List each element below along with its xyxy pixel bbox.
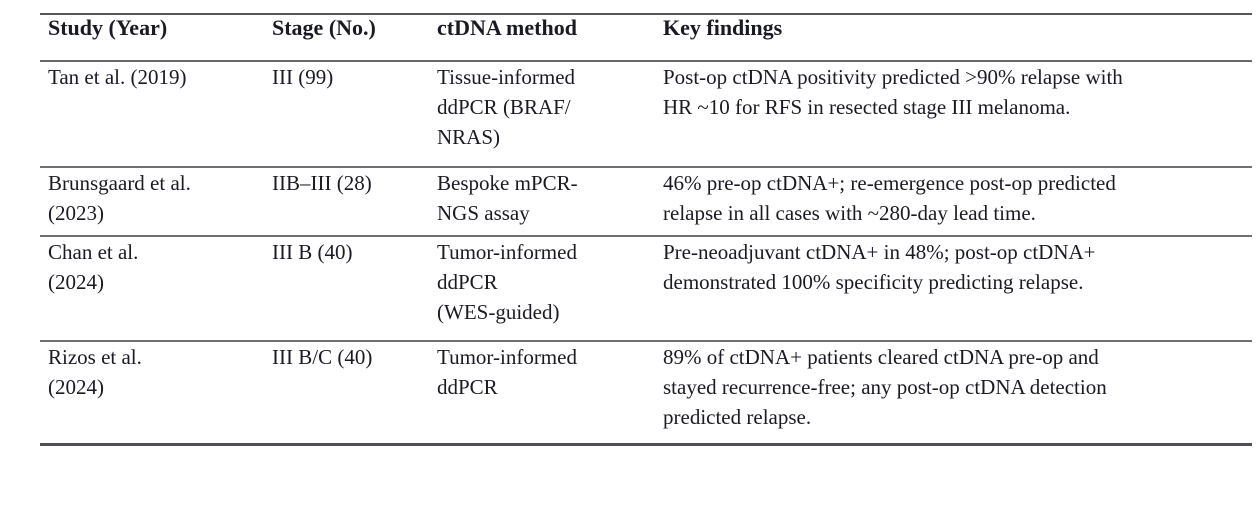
cell-method: Tumor-informed ddPCR [437,345,577,399]
column-header-stage-no: Stage (No.) [264,14,429,62]
cell-study: Chan et al. (2024) [40,236,264,342]
column-header-study-year: Study (Year) [40,14,264,62]
cell-findings: 46% pre-op ctDNA+; re-emergence post-op … [655,167,1252,237]
cell-study: Brunsgaard et al. (2023) [40,167,264,237]
table-row: Tan et al. (2019) III (99) Tissue-inform… [40,61,1252,168]
table-row: Rizos et al. (2024) III B/C (40) Tumor-i… [40,341,1252,445]
column-header-key-findings: Key findings [655,14,1252,62]
cell-stage: III (99) [264,61,429,168]
cell-study: Tan et al. (2019) [40,61,264,168]
table-row: Brunsgaard et al. (2023) IIB–III (28) Be… [40,167,1252,237]
cell-stage: III B (40) [264,236,429,342]
cell-findings: Pre-neoadjuvant ctDNA+ in 48%; post-op c… [655,236,1252,342]
cell-method: Tissue-informed ddPCR (BRAF/ NRAS) [429,61,655,168]
cell-method: Bespoke mPCR- NGS assay [429,167,655,237]
cell-findings: Post-op ctDNA positivity predicted >90% … [655,61,1252,168]
cell-stage: IIB–III (28) [264,167,429,237]
cell-study: Rizos et al. (2024) [48,345,142,399]
cell-method: Tumor-informed ddPCR (WES-guided) [429,236,655,342]
ctdna-studies-table: Study (Year) Stage (No.) ctDNA method Ke… [40,13,1252,446]
cell-stage: III B/C (40) [272,345,373,369]
table-row: Chan et al. (2024) III B (40) Tumor-info… [40,236,1252,342]
cell-findings: 89% of ctDNA+ patients cleared ctDNA pre… [663,345,1107,429]
column-header-ctdna-method: ctDNA method [429,14,655,62]
document-page: Study (Year) Stage (No.) ctDNA method Ke… [0,13,1260,517]
table-header-row: Study (Year) Stage (No.) ctDNA method Ke… [40,14,1252,62]
